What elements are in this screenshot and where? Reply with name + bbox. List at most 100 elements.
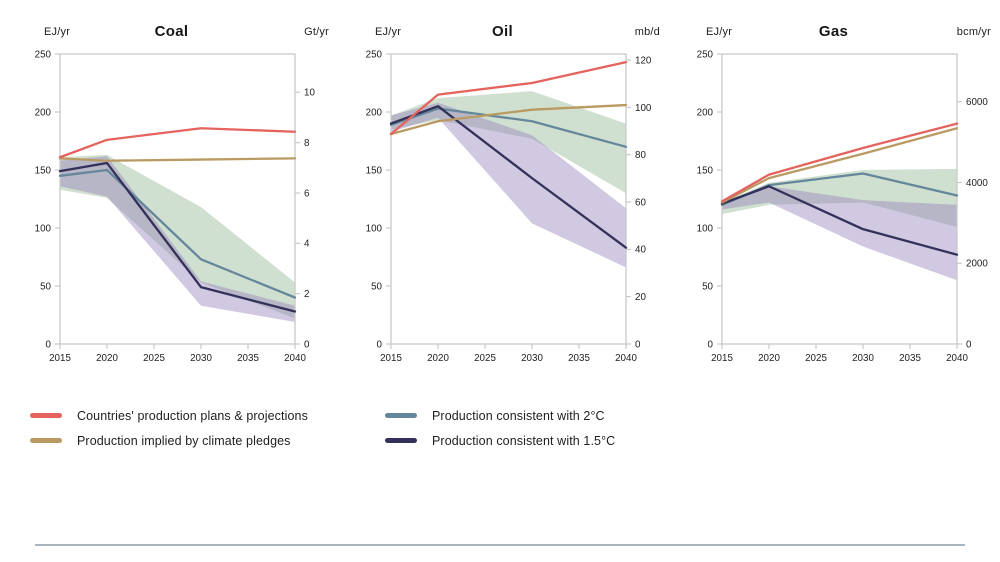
legend-item-1-5c: Production consistent with 1.5°C (385, 428, 615, 453)
plans-line-swatch-icon (30, 413, 62, 418)
left-tick-label: 150 (35, 165, 52, 176)
right-tick-label: 100 (635, 103, 652, 114)
right-tick-label: 6 (304, 188, 310, 199)
right-tick-label: 0 (304, 339, 310, 350)
right-tick-label: 4000 (966, 178, 988, 189)
x-tick-label: 2025 (805, 353, 827, 364)
left-tick-label: 100 (366, 223, 383, 234)
left-tick-label: 250 (366, 49, 383, 60)
x-tick-label: 2015 (711, 353, 733, 364)
x-tick-label: 2025 (474, 353, 496, 364)
band-1.5C-uncertainty-range (60, 156, 295, 322)
chart-gas: EJ/yr Gas bcm/yr 0 50 100 150 200 250 0 2000 400… (692, 22, 1000, 364)
one-point-five-degrees-line-swatch-icon (385, 438, 417, 443)
plot-frame (390, 53, 627, 345)
series-line-3 (720, 185, 959, 256)
left-tick-label: 0 (377, 339, 383, 350)
chart-gas-header: EJ/yr Gas bcm/yr (692, 22, 1000, 48)
left-tick-label: 100 (35, 223, 52, 234)
left-tick-label: 200 (35, 107, 52, 118)
charts-row: EJ/yr Coal Gt/yr 0 50 100 150 200 250 0 2 4 6 8 10 2… (30, 22, 1000, 364)
right-tick-label: 0 (966, 339, 972, 350)
x-tick-label: 2030 (852, 353, 874, 364)
right-tick-label: 20 (635, 292, 646, 303)
oil-chart-title: Oil (492, 23, 513, 40)
right-tick-label: 120 (635, 55, 652, 66)
left-tick-label: 0 (708, 339, 714, 350)
x-tick-label: 2040 (284, 353, 306, 364)
right-tick-label: 4 (304, 239, 310, 250)
series-line-0 (720, 122, 959, 203)
plot-frame (721, 53, 958, 345)
left-tick-label: 100 (697, 223, 714, 234)
right-tick-label: 0 (635, 339, 641, 350)
left-tick-label: 200 (366, 107, 383, 118)
legend-label-plans: Countries' production plans & projection… (77, 408, 308, 423)
right-tick-label: 80 (635, 150, 646, 161)
x-tick-label: 2020 (96, 353, 118, 364)
coal-plot: 0 50 100 150 200 250 0 2 4 6 8 10 2015 2020 2025 2030 20… (35, 49, 316, 364)
band-2C-uncertainty-range (391, 91, 626, 194)
coal-right-axis-unit: Gt/yr (304, 26, 329, 38)
series-line-2 (58, 168, 297, 299)
right-tick-label: 2 (304, 289, 309, 300)
x-tick-label: 2020 (427, 353, 449, 364)
left-tick-label: 250 (35, 49, 52, 60)
band-1.5C-uncertainty-range (722, 186, 957, 281)
plot-frame (59, 53, 296, 345)
oil-left-axis-unit: EJ/yr (375, 26, 402, 38)
legend-column-2: Production consistent with 2°C Productio… (385, 403, 615, 453)
legend-label-1-5c: Production consistent with 1.5°C (432, 433, 616, 448)
right-tick-label: 2000 (966, 259, 988, 270)
left-tick-label: 200 (697, 107, 714, 118)
series-line-1 (58, 157, 297, 162)
gas-plot: 0 50 100 150 200 250 0 2000 4000 6000 2015 2020 2025… (697, 49, 989, 364)
pledges-line-swatch-icon (30, 438, 62, 443)
x-tick-label: 2040 (946, 353, 968, 364)
band-1.5C-uncertainty-range (391, 102, 626, 268)
legend-item-pledges: Production implied by climate pledges (30, 428, 308, 453)
chart-coal: EJ/yr Coal Gt/yr 0 50 100 150 200 250 0 2 4 6 8 10 2… (30, 22, 343, 364)
series-line-1 (720, 127, 959, 204)
legend-item-plans: Countries' production plans & projection… (30, 403, 308, 428)
gas-left-axis-unit: EJ/yr (706, 26, 733, 38)
legend-column-1: Countries' production plans & projection… (30, 403, 308, 453)
right-tick-label: 40 (635, 245, 646, 256)
right-tick-label: 10 (304, 88, 315, 99)
oil-right-axis-unit: mb/d (634, 26, 660, 38)
x-tick-label: 2025 (143, 353, 165, 364)
x-tick-label: 2035 (237, 353, 259, 364)
series-line-0 (389, 60, 628, 136)
chart-oil: EJ/yr Oil mb/d 0 50 100 150 200 250 0 20 40 60 80 1… (361, 22, 674, 364)
gas-chart-title: Gas (818, 23, 849, 40)
series-line-3 (58, 161, 297, 313)
left-tick-label: 150 (366, 165, 383, 176)
coal-left-axis-unit: EJ/yr (44, 26, 71, 38)
x-tick-label: 2015 (49, 353, 71, 364)
left-tick-label: 0 (46, 339, 52, 350)
chart-coal-header: EJ/yr Coal Gt/yr (30, 22, 343, 48)
right-tick-label: 60 (635, 197, 646, 208)
two-degrees-line-swatch-icon (385, 413, 417, 418)
legend-item-2c: Production consistent with 2°C (385, 403, 615, 428)
x-tick-label: 2040 (615, 353, 637, 364)
x-tick-label: 2030 (521, 353, 543, 364)
right-tick-label: 6000 (966, 97, 988, 108)
right-tick-label: 8 (304, 138, 310, 149)
left-tick-label: 50 (40, 281, 51, 292)
legend-label-pledges: Production implied by climate pledges (77, 433, 291, 448)
bottom-divider (35, 544, 965, 546)
chart-oil-header: EJ/yr Oil mb/d (361, 22, 674, 48)
x-tick-label: 2035 (899, 353, 921, 364)
left-tick-label: 150 (697, 165, 714, 176)
x-tick-label: 2035 (568, 353, 590, 364)
series-line-1 (389, 103, 628, 136)
left-tick-label: 250 (697, 49, 714, 60)
legend-label-2c: Production consistent with 2°C (432, 408, 605, 423)
x-tick-label: 2015 (380, 353, 402, 364)
coal-chart-title: Coal (154, 23, 189, 40)
series-line-0 (58, 127, 297, 159)
x-tick-label: 2030 (190, 353, 212, 364)
